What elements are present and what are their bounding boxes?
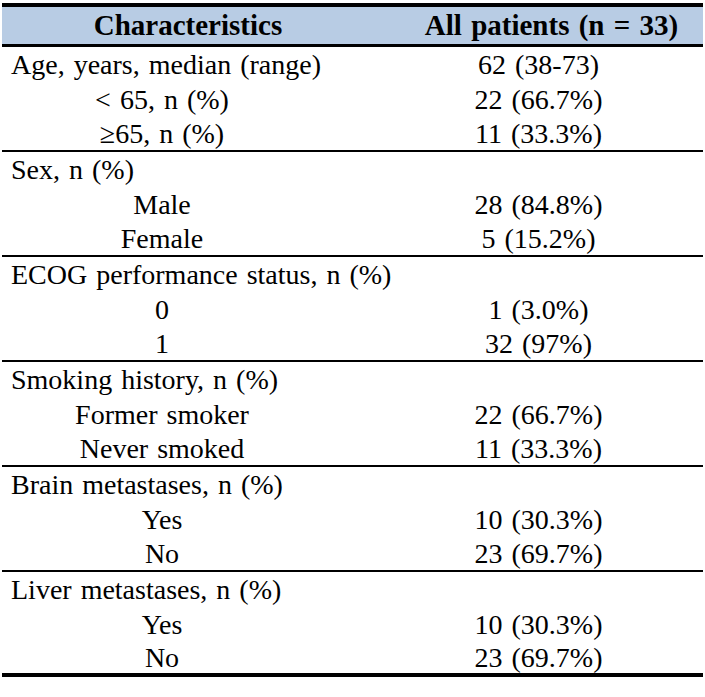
table-row: Yes 10 (30.3%) (2, 502, 703, 537)
row-label: Brain metastases, n (%) (2, 469, 374, 501)
row-label: Yes (2, 504, 374, 536)
row-label: No (2, 538, 374, 570)
row-value: 5 (15.2%) (374, 223, 703, 255)
table-row: Yes 10 (30.3%) (2, 607, 703, 642)
table-row: 1 32 (97%) (2, 327, 703, 362)
row-value: 32 (97%) (374, 328, 703, 360)
table-row: ≥65, n (%) 11 (33.3%) (2, 117, 703, 152)
row-label: 0 (2, 294, 374, 326)
table-row: Smoking history, n (%) (2, 362, 703, 397)
column-header-all-patients: All patients (n = 33) (374, 9, 703, 42)
row-label: Yes (2, 609, 374, 641)
row-label: Former smoker (2, 399, 374, 431)
table-row: < 65, n (%) 22 (66.7%) (2, 82, 703, 117)
table-row: 0 1 (3.0%) (2, 292, 703, 327)
row-value: 10 (30.3%) (374, 504, 703, 536)
table-row: Age, years, median (range) 62 (38-73) (2, 47, 703, 82)
row-label: ECOG performance status, n (%) (2, 259, 374, 291)
row-value: 11 (33.3%) (374, 118, 703, 150)
row-label: ≥65, n (%) (2, 118, 374, 150)
table-row: Female 5 (15.2%) (2, 222, 703, 257)
row-value: 22 (66.7%) (374, 84, 703, 116)
table-row: Brain metastases, n (%) (2, 467, 703, 502)
table-row: Sex, n (%) (2, 152, 703, 187)
patient-characteristics-table: Characteristics All patients (n = 33) Ag… (2, 3, 703, 677)
table-row: Never smoked 11 (33.3%) (2, 432, 703, 467)
row-label: Female (2, 223, 374, 255)
table-row: Liver metastases, n (%) (2, 572, 703, 607)
table-row: Former smoker 22 (66.7%) (2, 397, 703, 432)
row-value: 28 (84.8%) (374, 189, 703, 221)
table-header-row: Characteristics All patients (n = 33) (2, 3, 703, 47)
row-label: Smoking history, n (%) (2, 364, 374, 396)
table-row: No 23 (69.7%) (2, 642, 703, 677)
row-label: No (2, 642, 374, 674)
row-label: Male (2, 189, 374, 221)
row-label: Age, years, median (range) (2, 49, 374, 81)
row-value: 10 (30.3%) (374, 609, 703, 641)
row-value: 22 (66.7%) (374, 399, 703, 431)
row-value: 1 (3.0%) (374, 294, 703, 326)
row-value: 23 (69.7%) (374, 642, 703, 674)
row-label: 1 (2, 328, 374, 360)
row-value: 11 (33.3%) (374, 433, 703, 465)
table-row: No 23 (69.7%) (2, 537, 703, 572)
row-label: Never smoked (2, 433, 374, 465)
row-label: Liver metastases, n (%) (2, 574, 374, 606)
column-header-characteristics: Characteristics (2, 9, 374, 42)
row-label: Sex, n (%) (2, 154, 374, 186)
table-row: ECOG performance status, n (%) (2, 257, 703, 292)
row-value: 62 (38-73) (374, 49, 703, 81)
row-value: 23 (69.7%) (374, 538, 703, 570)
row-label: < 65, n (%) (2, 84, 374, 116)
table-row: Male 28 (84.8%) (2, 187, 703, 222)
